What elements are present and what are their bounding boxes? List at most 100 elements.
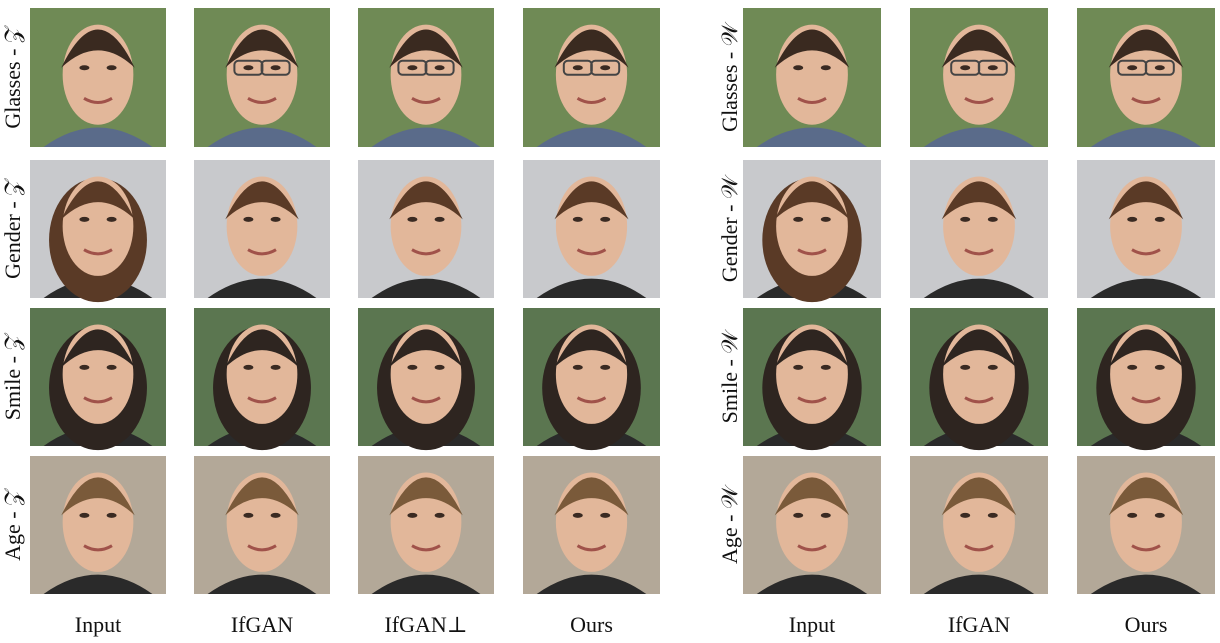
eye bbox=[960, 217, 970, 222]
face-image bbox=[1077, 8, 1215, 147]
column-label: Ours bbox=[570, 612, 613, 637]
face-image bbox=[743, 308, 881, 450]
eye bbox=[1155, 217, 1165, 222]
eye bbox=[271, 217, 281, 222]
row-label: Glasses - 𝒵 bbox=[0, 25, 25, 129]
eye bbox=[243, 217, 253, 222]
eye bbox=[435, 65, 445, 70]
column-label: IfGAN bbox=[231, 612, 293, 637]
eye bbox=[79, 65, 89, 70]
eye bbox=[600, 365, 610, 370]
eye bbox=[79, 513, 89, 518]
row-label: Glasses - 𝒲 bbox=[717, 21, 742, 132]
face-image bbox=[30, 8, 166, 147]
eye bbox=[407, 65, 417, 70]
eye bbox=[793, 513, 803, 518]
eye bbox=[1155, 65, 1165, 70]
face-image bbox=[30, 160, 166, 302]
face-image bbox=[194, 160, 330, 298]
eye bbox=[1127, 217, 1137, 222]
face-image bbox=[194, 456, 330, 594]
row-label: Smile - 𝒲 bbox=[717, 329, 742, 424]
row-label: Gender - 𝒲 bbox=[717, 174, 742, 282]
eye bbox=[407, 365, 417, 370]
face-image bbox=[743, 456, 881, 594]
row-label: Age - 𝒲 bbox=[717, 484, 742, 564]
face-image bbox=[358, 456, 494, 594]
eye bbox=[435, 365, 445, 370]
eye bbox=[573, 65, 583, 70]
column-label: Input bbox=[75, 612, 121, 637]
eye bbox=[988, 513, 998, 518]
face-image bbox=[910, 8, 1048, 147]
eye bbox=[271, 513, 281, 518]
eye bbox=[960, 365, 970, 370]
eye bbox=[271, 65, 281, 70]
face-image bbox=[910, 160, 1048, 298]
eye bbox=[988, 365, 998, 370]
eye bbox=[793, 365, 803, 370]
eye bbox=[821, 217, 831, 222]
face-image bbox=[523, 8, 660, 147]
eye bbox=[988, 217, 998, 222]
face-image bbox=[743, 8, 881, 147]
eye bbox=[988, 65, 998, 70]
eye bbox=[960, 513, 970, 518]
eye bbox=[821, 65, 831, 70]
row-label: Smile - 𝒵 bbox=[0, 333, 25, 421]
eye bbox=[600, 65, 610, 70]
face-image bbox=[1077, 160, 1215, 298]
face-image bbox=[358, 160, 494, 298]
eye bbox=[79, 365, 89, 370]
row-label: Gender - 𝒵 bbox=[0, 178, 25, 279]
eye bbox=[435, 217, 445, 222]
face-image bbox=[358, 8, 494, 147]
face-image bbox=[523, 160, 660, 298]
face-image bbox=[1077, 456, 1215, 594]
column-label: Input bbox=[789, 612, 835, 637]
eye bbox=[573, 217, 583, 222]
column-label: Ours bbox=[1125, 612, 1168, 637]
column-label: IfGAN bbox=[948, 612, 1010, 637]
eye bbox=[79, 217, 89, 222]
eye bbox=[573, 513, 583, 518]
eye bbox=[107, 65, 117, 70]
eye bbox=[407, 217, 417, 222]
eye bbox=[243, 65, 253, 70]
eye bbox=[600, 217, 610, 222]
face-image bbox=[30, 308, 166, 450]
face-image bbox=[523, 456, 660, 594]
eye bbox=[821, 513, 831, 518]
eye bbox=[1155, 513, 1165, 518]
column-label: IfGAN⊥ bbox=[384, 612, 467, 637]
face-image bbox=[30, 456, 166, 594]
eye bbox=[271, 365, 281, 370]
face-image bbox=[194, 308, 330, 450]
eye bbox=[1127, 65, 1137, 70]
eye bbox=[243, 513, 253, 518]
eye bbox=[107, 365, 117, 370]
face-image bbox=[1077, 308, 1215, 450]
eye bbox=[107, 513, 117, 518]
face-image bbox=[523, 308, 660, 450]
figure: Glasses - 𝒵 Gender - 𝒵 Smile - 𝒵 Age - 𝒵 Inp… bbox=[0, 0, 1220, 643]
face-image bbox=[743, 160, 881, 302]
face-image bbox=[910, 308, 1048, 450]
eye bbox=[793, 65, 803, 70]
eye bbox=[573, 365, 583, 370]
eye bbox=[1127, 365, 1137, 370]
eye bbox=[1127, 513, 1137, 518]
row-label: Age - 𝒵 bbox=[0, 488, 25, 561]
face-image bbox=[358, 308, 494, 450]
eye bbox=[960, 65, 970, 70]
eye bbox=[243, 365, 253, 370]
face-image bbox=[194, 8, 330, 147]
eye bbox=[1155, 365, 1165, 370]
eye bbox=[821, 365, 831, 370]
eye bbox=[435, 513, 445, 518]
eye bbox=[107, 217, 117, 222]
eye bbox=[407, 513, 417, 518]
eye bbox=[600, 513, 610, 518]
eye bbox=[793, 217, 803, 222]
face-image bbox=[910, 456, 1048, 594]
